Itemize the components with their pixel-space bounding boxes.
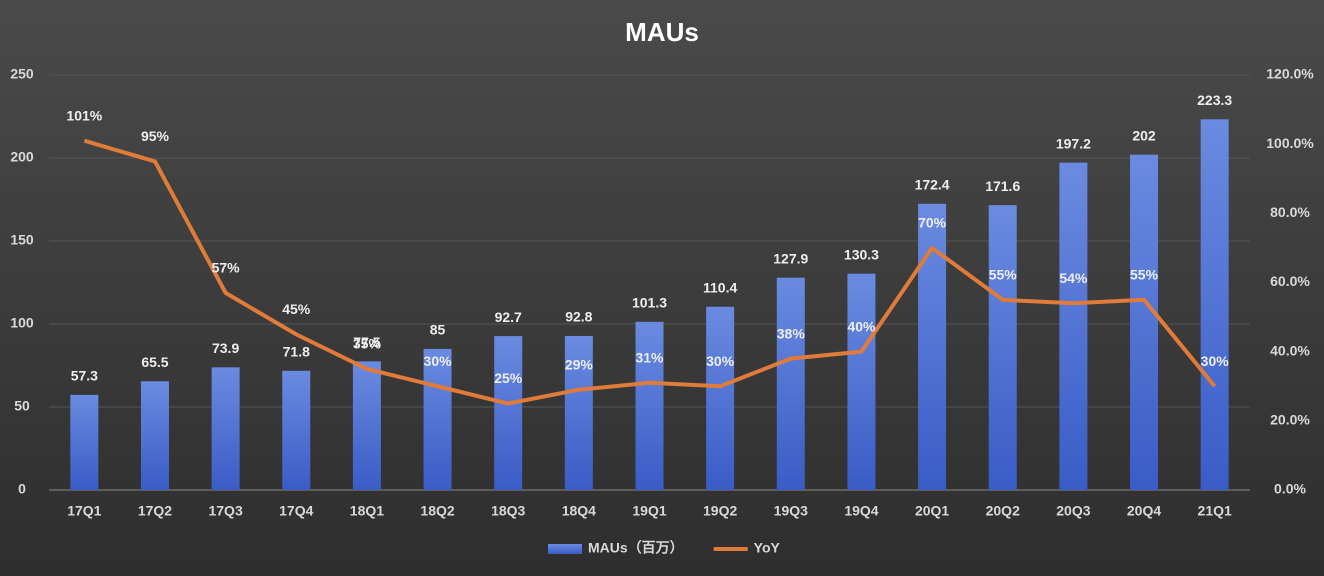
line-value-label: 45%: [282, 301, 311, 317]
bar-value-label: 197.2: [1056, 135, 1091, 151]
bar: [494, 336, 523, 490]
chart-title: MAUs: [625, 17, 699, 47]
line-value-label: 35%: [353, 336, 382, 352]
line-value-label: 31%: [635, 349, 664, 365]
line-value-label: 57%: [212, 260, 241, 276]
y-tick-label: 250: [10, 66, 34, 82]
x-tick-label: 21Q1: [1198, 503, 1232, 519]
bar-value-label: 127.9: [773, 250, 808, 266]
x-tick-label: 19Q4: [844, 503, 878, 519]
bar: [211, 367, 240, 490]
bar-value-label: 57.3: [71, 368, 98, 384]
y-tick-label: 100: [10, 315, 34, 331]
bar: [706, 306, 735, 490]
line-value-label: 25%: [494, 370, 523, 386]
bar-value-label: 85: [430, 322, 446, 338]
y-tick-label: 200: [10, 149, 34, 165]
x-tick-label: 19Q1: [632, 503, 666, 519]
line-value-label: 40%: [847, 318, 876, 334]
line-value-label: 30%: [1201, 353, 1230, 369]
legend-label: MAUs（百万）: [588, 540, 684, 556]
y-tick-label: 50: [14, 398, 30, 414]
bar: [988, 205, 1017, 491]
bar-value-label: 65.5: [141, 354, 168, 370]
x-tick-label: 18Q1: [350, 503, 384, 519]
x-tick-label: 17Q3: [208, 503, 242, 519]
x-tick-label: 20Q4: [1127, 503, 1161, 519]
x-tick-label: 17Q4: [279, 503, 313, 519]
x-tick-label: 19Q2: [703, 503, 737, 519]
bar: [140, 381, 169, 490]
bar: [70, 394, 99, 490]
x-tick-label: 19Q3: [774, 503, 808, 519]
bar: [282, 370, 311, 490]
x-tick-label: 20Q3: [1056, 503, 1090, 519]
bar: [1130, 154, 1159, 490]
bar-value-label: 110.4: [703, 279, 737, 295]
x-tick-label: 17Q1: [67, 503, 101, 519]
bar: [352, 361, 381, 490]
bar: [564, 335, 593, 490]
bar: [1200, 119, 1229, 491]
bar: [1059, 162, 1088, 490]
y2-tick-label: 60.0%: [1270, 273, 1310, 289]
y2-tick-label: 80.0%: [1270, 204, 1310, 220]
bar-value-label: 171.6: [985, 178, 1020, 194]
y-tick-label: 150: [10, 232, 34, 248]
line-value-label: 70%: [918, 215, 947, 231]
bar: [776, 277, 805, 490]
bar: [847, 273, 876, 490]
y2-tick-label: 20.0%: [1270, 412, 1310, 428]
line-value-label: 30%: [706, 353, 735, 369]
bar: [423, 348, 452, 490]
bar-value-label: 130.3: [844, 246, 879, 262]
bar-value-label: 77.5: [353, 334, 380, 350]
bar: [918, 203, 947, 491]
legend-swatch: [548, 544, 582, 554]
bar-value-label: 202: [1132, 127, 1156, 143]
bar-value-label: 73.9: [212, 340, 239, 356]
bar-value-label: 223.3: [1197, 92, 1232, 108]
x-tick-label: 18Q4: [562, 503, 596, 519]
line-value-label: 38%: [777, 325, 806, 341]
line-value-label: 29%: [565, 356, 594, 372]
bar: [635, 321, 664, 490]
line: [83, 138, 1217, 406]
line-value-label: 101%: [66, 107, 102, 123]
y2-tick-label: 40.0%: [1270, 342, 1310, 358]
line-value-label: 55%: [1130, 266, 1159, 282]
legend-label: YoY: [754, 540, 781, 556]
bar-value-label: 71.8: [283, 344, 310, 360]
y-tick-label: 0: [18, 481, 26, 497]
line-value-label: 54%: [1059, 270, 1088, 286]
x-tick-label: 20Q2: [986, 503, 1020, 519]
line-value-label: 30%: [424, 353, 453, 369]
bar-value-label: 101.3: [632, 295, 667, 311]
x-tick-label: 18Q3: [491, 503, 525, 519]
bar-value-label: 172.4: [915, 177, 950, 193]
line-value-label: 55%: [989, 266, 1018, 282]
bar-value-label: 92.8: [565, 309, 592, 325]
y2-tick-label: 0.0%: [1274, 481, 1306, 497]
x-tick-label: 20Q1: [915, 503, 949, 519]
x-tick-label: 18Q2: [420, 503, 454, 519]
y2-tick-label: 100.0%: [1266, 135, 1314, 151]
line-value-label: 95%: [141, 128, 170, 144]
y2-tick-label: 120.0%: [1266, 66, 1314, 82]
bar-value-label: 92.7: [495, 309, 522, 325]
x-tick-label: 17Q2: [138, 503, 172, 519]
